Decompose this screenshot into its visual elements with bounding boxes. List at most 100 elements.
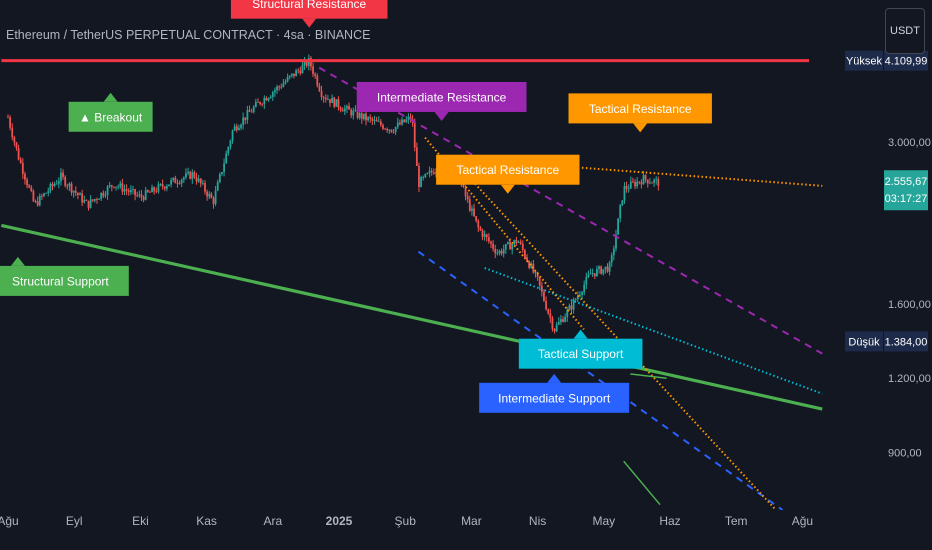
time-tick-label: Kas [196, 514, 217, 528]
candle-body [331, 97, 334, 103]
candle-body [390, 129, 393, 133]
candle-body [348, 106, 350, 110]
candle-body [276, 86, 278, 91]
candle-body [259, 102, 261, 105]
candle-body [248, 110, 251, 112]
candle-body [532, 263, 535, 273]
price-marker-value-box [884, 331, 928, 352]
candle-body [191, 172, 194, 179]
candle-body [471, 208, 473, 211]
annotation-intermediate-resistance: Intermediate Resistance [356, 81, 527, 121]
candle-body [339, 107, 342, 110]
candle-body [265, 98, 268, 101]
candle-body [295, 70, 298, 77]
candle-body [502, 249, 505, 254]
candle-body [418, 165, 420, 188]
candle-body [119, 183, 122, 187]
candle-body [557, 321, 560, 325]
candle-body [30, 187, 33, 191]
candle-body [15, 142, 18, 149]
candle-body [409, 116, 412, 120]
candle-body [610, 255, 613, 263]
annotation-box [0, 265, 129, 296]
candle-body [93, 199, 96, 201]
candle-body [430, 170, 433, 173]
candle-body [28, 185, 31, 188]
candle-body [197, 178, 200, 182]
candle-body [102, 192, 105, 196]
candle-body [379, 121, 382, 126]
candle-body [32, 190, 35, 202]
candle-body [216, 181, 219, 191]
currency-button[interactable]: USDT [885, 8, 925, 54]
candle-body [263, 98, 266, 105]
candle-body [24, 173, 26, 180]
trendline-tactical-support [484, 267, 823, 395]
annotation-label: Tactical Support [538, 347, 624, 361]
candle-body [343, 108, 346, 112]
time-tick-label: Haz [659, 514, 680, 528]
candle-body [193, 172, 196, 178]
candle-body [615, 234, 617, 249]
candle-body [204, 183, 206, 192]
candle-body [115, 186, 117, 188]
candle-body [496, 253, 499, 255]
candle-body [553, 328, 556, 332]
candle-body [96, 199, 98, 200]
candle-body [515, 240, 518, 243]
candle-body [55, 183, 58, 185]
candle-body [250, 111, 253, 113]
candle-body [212, 198, 215, 204]
candle-body [100, 192, 103, 199]
candle-body [576, 295, 579, 300]
candle-body [593, 273, 596, 277]
candle-body [341, 109, 344, 112]
candle-body [362, 113, 365, 119]
candle-body [132, 189, 134, 190]
candle-body [572, 299, 575, 310]
candle-body [494, 248, 497, 254]
candle-body [87, 200, 90, 208]
candle-body [244, 117, 247, 120]
candle-body [507, 242, 509, 244]
candle-body [337, 99, 340, 108]
candle-body [354, 109, 357, 111]
annotation-pointer [302, 18, 317, 28]
time-tick-label: Mar [461, 514, 482, 528]
trendline-structural-support [623, 460, 661, 506]
candle-body [125, 189, 128, 191]
annotation-label: Intermediate Resistance [377, 90, 507, 104]
candle-body [384, 128, 386, 130]
candle-body [574, 299, 577, 300]
candle-body [360, 113, 363, 119]
candle-body [589, 273, 592, 275]
candle-body [299, 70, 302, 74]
candle-body [657, 179, 660, 186]
candle-body [49, 183, 52, 192]
candle-body [534, 272, 537, 273]
candle-body [310, 58, 312, 67]
candle-body [335, 99, 338, 107]
candle-body [392, 132, 395, 133]
price-tick-label: 3.000,00 [888, 137, 931, 149]
candle-body [511, 243, 514, 250]
candle-body [136, 195, 139, 196]
time-tick-label: Eki [132, 514, 149, 528]
candle-body [420, 177, 422, 188]
candle-body [358, 113, 361, 118]
chart-title: Ethereum / TetherUS PERPETUAL CONTRACT ·… [6, 28, 371, 42]
candle-body [165, 186, 168, 189]
candle-body [123, 189, 126, 192]
time-tick-label: Ağu [792, 514, 813, 528]
candle-body [477, 220, 480, 228]
candle-body [415, 147, 418, 166]
candle-body [40, 195, 43, 197]
candle-body [523, 250, 526, 258]
candle-body [642, 175, 645, 185]
price-tick-label: 900,00 [888, 447, 922, 459]
candle-body [129, 189, 132, 193]
candle-body [644, 175, 647, 180]
candle-body [403, 119, 406, 123]
candle-body [485, 234, 488, 238]
